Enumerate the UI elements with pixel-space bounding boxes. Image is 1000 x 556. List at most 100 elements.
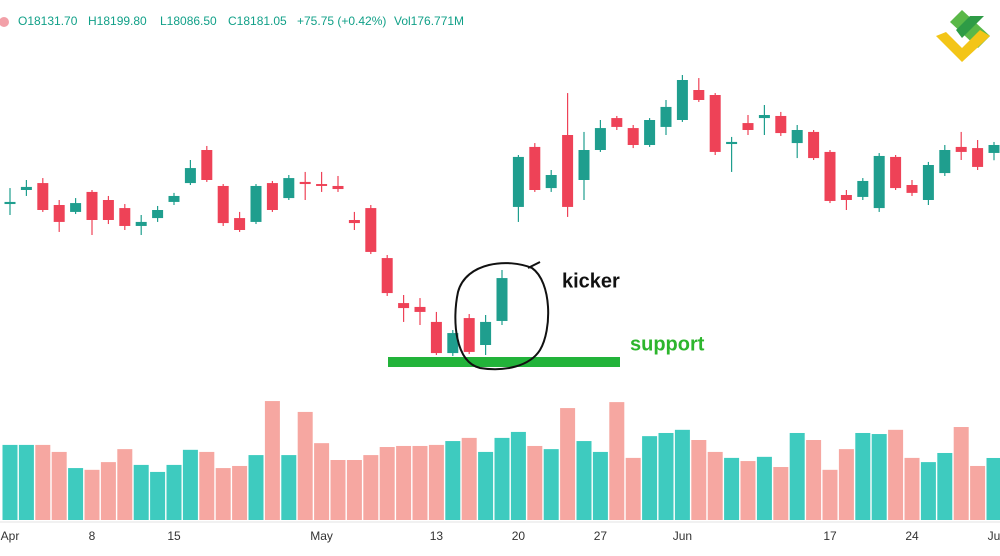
candle-body	[874, 156, 885, 208]
volume-bar	[429, 445, 444, 520]
candle-body	[562, 135, 573, 207]
candle-body	[365, 208, 376, 252]
volume-bar	[19, 445, 34, 520]
volume-bar	[855, 433, 870, 520]
candle-body	[792, 130, 803, 143]
volume-bar	[511, 432, 526, 520]
candle-body	[546, 175, 557, 188]
candle-body	[5, 202, 16, 204]
candle-body	[825, 152, 836, 201]
volume-bar	[724, 458, 739, 520]
candle-body	[480, 322, 491, 345]
volume-bar	[806, 440, 821, 520]
x-tick-label: 8	[89, 529, 96, 543]
volume-bar	[281, 455, 296, 520]
volume-bar	[35, 445, 50, 520]
x-tick-label: 24	[905, 529, 919, 543]
candle-body	[644, 120, 655, 145]
volume-bar	[199, 452, 214, 520]
candle-body	[890, 157, 901, 188]
candle-body	[218, 186, 229, 223]
candle-body	[54, 205, 65, 222]
candle-body	[70, 203, 81, 212]
candle-body	[152, 210, 163, 218]
volume-bar	[921, 462, 936, 520]
volume-bar	[347, 460, 362, 520]
candle-body	[382, 258, 393, 293]
candle-body	[201, 150, 212, 180]
volume-bar	[773, 467, 788, 520]
volume-bar	[445, 441, 460, 520]
volume-bar	[314, 443, 329, 520]
candle-body	[251, 186, 262, 222]
volume-bar	[790, 433, 805, 520]
candle-body	[907, 185, 918, 193]
volume-bar	[642, 436, 657, 520]
candle-body	[169, 196, 180, 202]
candle-body	[743, 123, 754, 130]
candle-body	[661, 107, 672, 127]
candle-body	[693, 90, 704, 100]
candle-body	[759, 115, 770, 118]
volume-bar	[560, 408, 575, 520]
volume-bar	[593, 452, 608, 520]
candle-body	[956, 147, 967, 152]
candle-body	[710, 95, 721, 152]
candle-body	[431, 322, 442, 353]
volume-bar	[987, 458, 1000, 520]
candle-body	[628, 128, 639, 145]
volume-bar	[413, 446, 428, 520]
volume-bar	[101, 462, 116, 520]
volume-bar	[675, 430, 690, 520]
volume-bar	[232, 466, 247, 520]
x-tick-label: Ju	[988, 529, 1000, 543]
x-tick-label: 13	[430, 529, 444, 543]
volume-bar	[396, 446, 411, 520]
volume-bar	[216, 468, 231, 520]
volume-bar	[741, 461, 756, 520]
candle-body	[283, 178, 294, 198]
volume-bar	[167, 465, 182, 520]
candle-body	[989, 145, 1000, 153]
candle-body	[349, 220, 360, 223]
candle-body	[939, 150, 950, 173]
candle-body	[316, 184, 327, 186]
support-line	[388, 357, 620, 367]
volume-bar	[117, 449, 132, 520]
candle-body	[300, 182, 311, 184]
candle-body	[595, 128, 606, 150]
volume-bar	[954, 427, 969, 520]
candle-body	[333, 186, 344, 189]
volume-bar	[52, 452, 67, 520]
x-tick-label: May	[310, 529, 333, 543]
candle-body	[234, 218, 245, 230]
candle-body	[119, 208, 130, 226]
candle-body	[415, 307, 426, 312]
volume-bar	[544, 449, 559, 520]
candle-body	[529, 147, 540, 190]
annotation-support: support	[630, 333, 705, 355]
candle-body	[726, 142, 737, 144]
volume-bar	[970, 466, 985, 520]
volume-bar	[249, 455, 264, 520]
volume-bar	[626, 458, 641, 520]
volume-bar	[659, 433, 674, 520]
volume-bar	[708, 452, 723, 520]
candle-body	[464, 318, 475, 352]
header-low: L18086.50	[160, 14, 217, 28]
volume-bar	[839, 449, 854, 520]
header-open: O18131.70	[18, 14, 78, 28]
volume-bar	[609, 402, 624, 520]
candle-body	[103, 200, 114, 220]
volume-bar	[265, 401, 280, 520]
volume-bar	[757, 457, 772, 520]
volume-bar	[363, 455, 378, 520]
x-tick-label: 17	[823, 529, 837, 543]
volume-bar	[905, 458, 920, 520]
volume-bar	[527, 446, 542, 520]
header-close: C18181.05	[228, 14, 287, 28]
header-change: +75.75 (+0.42%)	[297, 14, 386, 28]
volume-bar	[3, 445, 18, 520]
candle-body	[808, 132, 819, 158]
